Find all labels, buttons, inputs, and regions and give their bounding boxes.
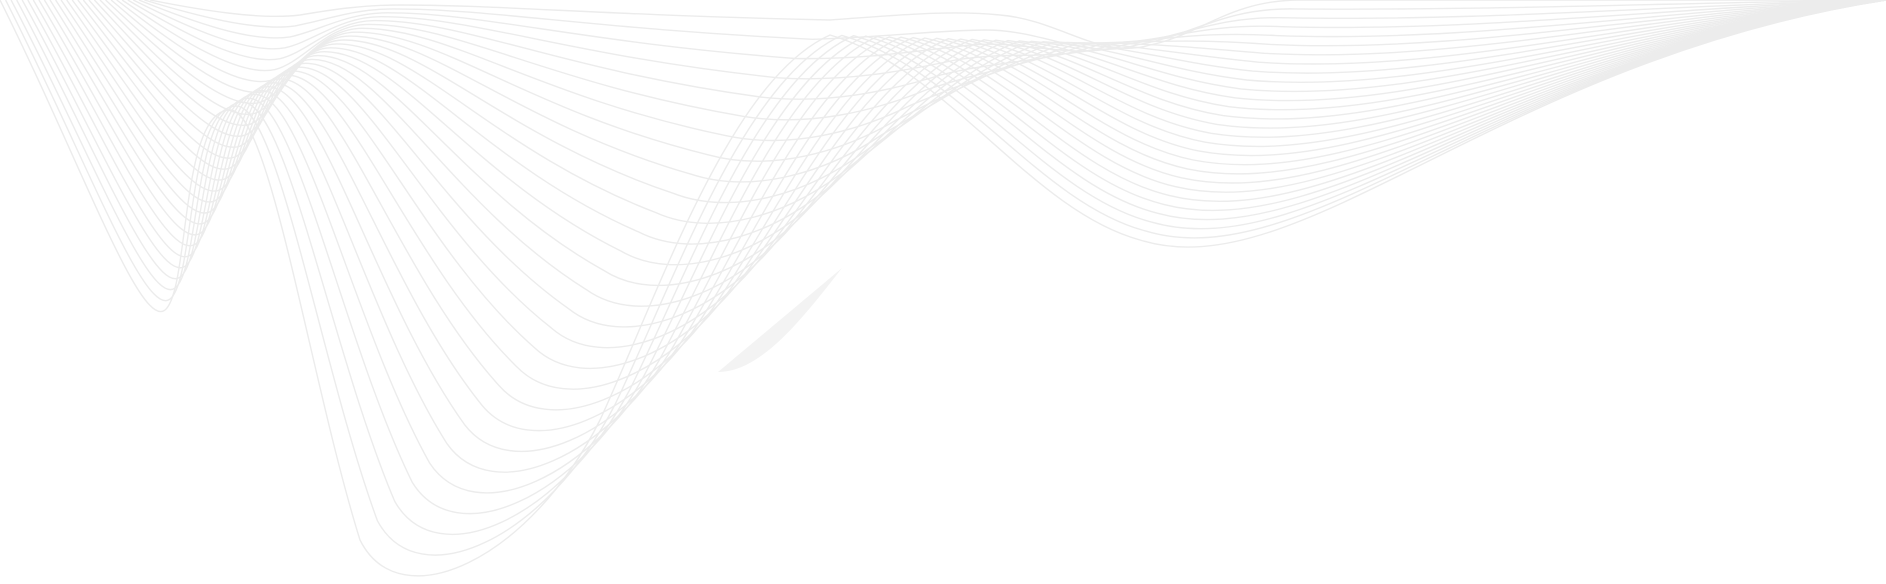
wave-line [121, 0, 1886, 121]
wave-line [149, 0, 1886, 50]
wave-line [21, 0, 1886, 494]
wave-line [93, 0, 1886, 224]
wave-shade [718, 268, 842, 372]
wave-line [43, 0, 1886, 411]
wave-line [49, 0, 1886, 390]
wave-line [27, 0, 1886, 473]
wave-line [4, 0, 1886, 556]
wave-line [144, 0, 1886, 50]
wave-line [116, 0, 1886, 142]
wave-line [88, 0, 1886, 245]
wave-line [127, 0, 1886, 100]
wave-line [132, 0, 1886, 80]
wave-line [110, 0, 1886, 162]
wave-line [32, 0, 1886, 453]
wave-line [99, 0, 1886, 204]
wave-line [105, 0, 1886, 183]
wave-line [38, 0, 1886, 432]
wave-line [138, 0, 1886, 60]
